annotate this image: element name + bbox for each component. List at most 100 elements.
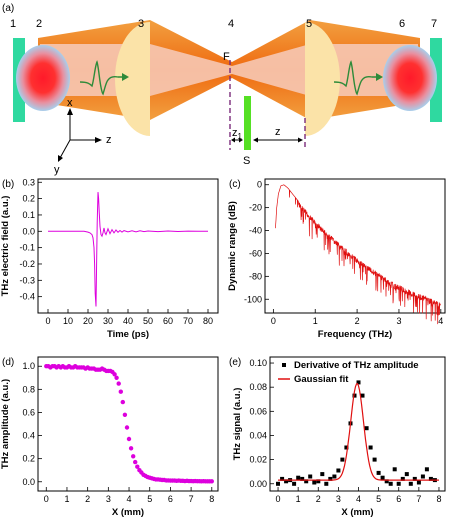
x-tick-label: 8 (209, 494, 214, 504)
data-point (344, 445, 349, 450)
y-tick-label: 0.0 (22, 226, 35, 236)
x-tick-label: 4 (438, 316, 443, 326)
x-axis-label: X (mm) (341, 507, 373, 518)
sample (244, 96, 251, 150)
data-point (126, 436, 132, 442)
y-tick-label: -0.3 (19, 275, 35, 285)
z-arrowhead-left (253, 137, 258, 143)
plot-frame (269, 356, 446, 492)
y-tick-label: -0.1 (19, 243, 35, 253)
x-tick-label: 4 (127, 494, 132, 504)
x-tick-label: 70 (183, 316, 193, 326)
data-point (308, 474, 313, 479)
y-tick-label: 0.06 (249, 406, 267, 416)
data-point (340, 457, 345, 462)
x-tick-label: 5 (147, 494, 152, 504)
chart-time-domain: 0 10 20 30 40 50 60 70 80 -0.4 -0.3 -0.2 -0.1 0.0 0.1 0… (0, 177, 219, 340)
x-tick-label: 5 (376, 494, 381, 504)
x-tick-label: 3 (396, 316, 401, 326)
x-tick-label: 2 (316, 494, 321, 504)
pulse-right (333, 60, 376, 96)
setup-schematic: (a) z1 z F S (2, 3, 442, 176)
lens-5 (305, 22, 340, 136)
lens-3 (115, 22, 150, 136)
y-tick-label: 0.08 (249, 382, 267, 392)
x-tick-label: 4 (356, 494, 361, 504)
series-line-thz-field (48, 192, 208, 307)
x-tick-label: 1 (64, 494, 69, 504)
y-tick-label: 0.3 (22, 177, 35, 187)
x-tick-label: 8 (436, 494, 441, 504)
x-tick-label: 1 (296, 494, 301, 504)
x-tick-label: 0 (276, 494, 281, 504)
focus-label: F (223, 51, 230, 63)
data-point (304, 479, 309, 484)
y-axis-label: THz electric field (a.u.) (0, 196, 11, 297)
x-tick-label: 1 (313, 316, 318, 326)
data-point (388, 481, 393, 486)
y-tick-label: -60 (249, 248, 262, 258)
component-6: 6 (399, 18, 405, 30)
chart-amplitude-scan: 0 1 2 3 4 5 6 7 8 0.0 0.2 0.4 0.6 0.8 1.0 X (mm) THz amp… (0, 356, 219, 518)
data-point (412, 476, 417, 481)
chart-dynamic-range: 0 1 2 3 4 0 -20 -40 -60 -80 -100 Frequency (THz) Dyn… (227, 178, 446, 340)
y-tick-label: 0.10 (249, 358, 267, 368)
y-tick-label: 0.00 (249, 479, 267, 489)
y-tick-label: 0.1 (22, 210, 35, 220)
x-tick-label: 50 (143, 316, 153, 326)
data-point (300, 476, 305, 481)
data-point (376, 470, 381, 475)
x-tick-label: 2 (85, 494, 90, 504)
z1-label: z1 (232, 127, 243, 141)
data-point (332, 474, 337, 479)
axis-x-label: x (67, 97, 73, 109)
component-3: 3 (138, 18, 144, 30)
x-tick-label: 7 (416, 494, 421, 504)
data-point (131, 454, 136, 459)
data-point (312, 480, 317, 485)
emitter-2 (16, 45, 70, 111)
y-tick-label: 0.0 (22, 477, 35, 487)
data-point (292, 481, 297, 486)
data-point (364, 426, 369, 431)
data-point (428, 476, 433, 481)
data-point (124, 425, 130, 430)
data-point (352, 393, 357, 398)
data-point (320, 472, 325, 477)
data-point (420, 474, 425, 479)
data-point (276, 481, 280, 486)
y-axis-label: THz signal (a.u.) (232, 388, 243, 461)
x-axis-label: Time (ps) (107, 329, 149, 340)
y-tick-label: -0.2 (19, 259, 35, 269)
data-point (120, 399, 126, 405)
x-tick-label: 2 (355, 316, 360, 326)
data-point (296, 475, 301, 480)
data-point (114, 375, 119, 380)
panel-label-d: (d) (2, 357, 14, 368)
y-tick-label: 1.0 (22, 361, 35, 371)
x-tick-label: 0 (271, 316, 276, 326)
coordinate-axes (58, 108, 102, 162)
plot-frame (37, 356, 219, 492)
y-tick-label: 0.8 (22, 384, 35, 394)
y-tick-label: 0.2 (22, 454, 35, 464)
data-point (384, 479, 389, 484)
axis-z-label: z (106, 134, 112, 146)
detector-6 (383, 45, 437, 111)
y-tick-label: 0.04 (249, 430, 267, 440)
legend-label-gaussian: Gaussian fit (294, 374, 349, 385)
data-point (400, 476, 405, 481)
y-tick-label: -20 (249, 203, 262, 213)
x-axis-label: Frequency (THz) (318, 329, 392, 340)
x-tick-label: 40 (123, 316, 133, 326)
sample-label: S (243, 155, 250, 167)
x-tick-label: 10 (63, 316, 73, 326)
y-tick-label: 0 (257, 180, 262, 190)
component-2: 2 (36, 18, 42, 30)
x-axis-label: X (mm) (112, 507, 144, 518)
axis-y-label: y (54, 164, 60, 176)
z-label: z (275, 126, 281, 138)
y-tick-label: 0.02 (249, 455, 267, 465)
x-tick-label: 30 (103, 316, 113, 326)
